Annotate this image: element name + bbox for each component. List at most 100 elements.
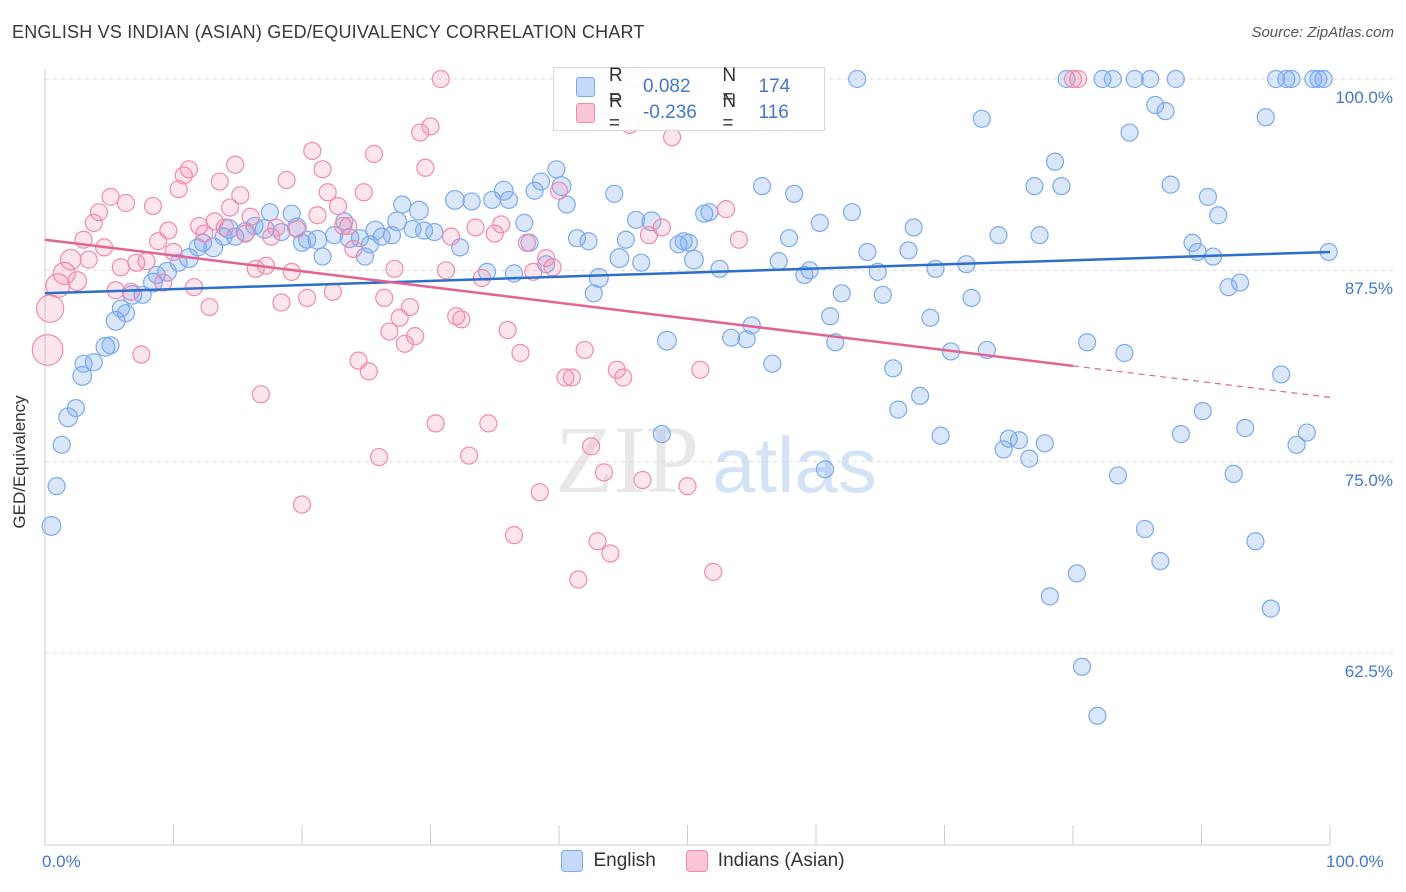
indian-point — [411, 123, 430, 142]
english-point — [616, 230, 635, 249]
indian-point — [549, 181, 569, 200]
indian-point — [370, 447, 389, 467]
english-point — [1156, 102, 1175, 121]
english-point — [1120, 123, 1139, 142]
indian-point — [729, 230, 749, 249]
indian-point — [111, 258, 130, 277]
english-point — [848, 69, 867, 89]
english-point — [683, 249, 704, 270]
english-point — [632, 253, 651, 272]
english-point — [858, 242, 877, 262]
english-point — [1304, 69, 1323, 89]
english-point — [679, 233, 698, 252]
english-point — [989, 226, 1008, 245]
english-point — [785, 184, 804, 203]
indian-point — [79, 250, 98, 269]
english-point — [1198, 187, 1218, 206]
english-point — [1219, 278, 1238, 297]
indian-point — [323, 282, 342, 301]
english-point — [1108, 466, 1128, 485]
english-point — [350, 229, 369, 248]
indian-point — [479, 414, 498, 433]
english-point — [1188, 242, 1207, 262]
english-point — [58, 407, 79, 428]
indian-point — [511, 343, 530, 363]
indian-point — [251, 385, 270, 404]
indian-point — [277, 170, 296, 190]
indian-point — [601, 544, 620, 563]
trend-lines — [44, 238, 1331, 398]
english-point — [1052, 177, 1071, 196]
english-point — [605, 184, 624, 203]
indian-point — [179, 160, 199, 179]
indian-point — [143, 196, 163, 216]
english-point — [1161, 175, 1180, 194]
english-point — [1067, 564, 1086, 583]
english-point — [169, 253, 188, 272]
indian-point — [272, 293, 291, 312]
indian-point — [633, 470, 652, 490]
english-point — [1230, 273, 1250, 292]
english-point — [525, 181, 544, 200]
indian-point — [504, 526, 524, 545]
indian-point — [137, 252, 156, 271]
indian-point — [334, 216, 353, 236]
english-point — [994, 440, 1013, 459]
series-indian-points — [31, 69, 1088, 589]
english-point — [1314, 69, 1333, 89]
indian-point — [716, 200, 736, 219]
indian-point — [313, 160, 332, 179]
indian-point — [416, 158, 435, 177]
english-point — [931, 426, 950, 445]
english-point — [1030, 226, 1049, 245]
english-point — [499, 190, 518, 210]
x-tick-max: 100.0% — [1326, 852, 1384, 871]
english-point — [700, 203, 719, 222]
english-point — [769, 252, 788, 271]
english-point — [1193, 402, 1212, 421]
bottom-legend-label-indian: Indians (Asian) — [717, 850, 845, 871]
english-point — [403, 219, 422, 239]
legend-r-label: R = — [608, 91, 623, 134]
indian-point — [89, 203, 109, 222]
legend-swatch-english — [576, 77, 595, 97]
indian-point — [524, 262, 543, 281]
indian-point — [436, 261, 456, 280]
indian-point — [226, 155, 245, 174]
legend-swatch-indian — [576, 103, 595, 123]
indian-point — [1063, 69, 1083, 89]
indian-point — [562, 368, 581, 387]
english-point — [1309, 69, 1328, 89]
indian-point — [426, 414, 445, 433]
indian-point — [614, 368, 633, 387]
indian-point — [380, 322, 399, 341]
y-tick-label: 87.5% — [1344, 279, 1393, 299]
english-point — [722, 328, 741, 347]
indian-point — [200, 297, 219, 317]
y-tick-label: 62.5% — [1344, 662, 1393, 681]
english-point — [515, 213, 534, 232]
english-point — [1125, 69, 1144, 89]
english-point — [105, 310, 126, 331]
trend-line-english — [44, 250, 1331, 295]
bottom-legend-swatch-english — [561, 850, 584, 872]
english-point — [810, 213, 829, 232]
english-point — [1115, 343, 1134, 363]
legend-row-indian: R = -0.236 N = 116 — [576, 91, 824, 134]
english-point — [116, 304, 136, 323]
english-point — [393, 195, 412, 214]
english-point — [1171, 425, 1191, 444]
indian-point — [298, 288, 317, 307]
indian-point — [59, 248, 82, 271]
indian-point — [447, 307, 466, 326]
indian-point — [101, 187, 120, 206]
indian-point — [116, 193, 136, 213]
english-point — [910, 386, 930, 405]
english-point — [1246, 532, 1265, 551]
english-point — [1297, 423, 1316, 442]
english-point — [763, 354, 782, 373]
watermark-atlas: atlas — [712, 421, 877, 509]
english-point — [47, 477, 66, 496]
english-point — [1151, 552, 1170, 571]
english-point — [1025, 177, 1044, 196]
